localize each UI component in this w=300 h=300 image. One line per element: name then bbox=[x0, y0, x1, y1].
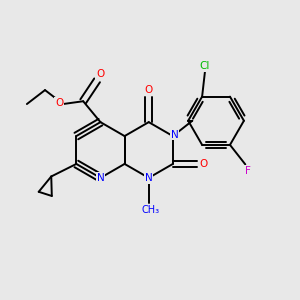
Text: N: N bbox=[145, 173, 153, 183]
Text: O: O bbox=[200, 159, 208, 169]
Text: N: N bbox=[170, 130, 178, 140]
Text: O: O bbox=[96, 69, 104, 79]
Text: Cl: Cl bbox=[200, 61, 210, 71]
Text: N: N bbox=[97, 173, 104, 183]
Text: F: F bbox=[245, 166, 251, 176]
Text: CH₃: CH₃ bbox=[141, 205, 159, 215]
Text: O: O bbox=[55, 98, 63, 108]
Text: O: O bbox=[145, 85, 153, 95]
